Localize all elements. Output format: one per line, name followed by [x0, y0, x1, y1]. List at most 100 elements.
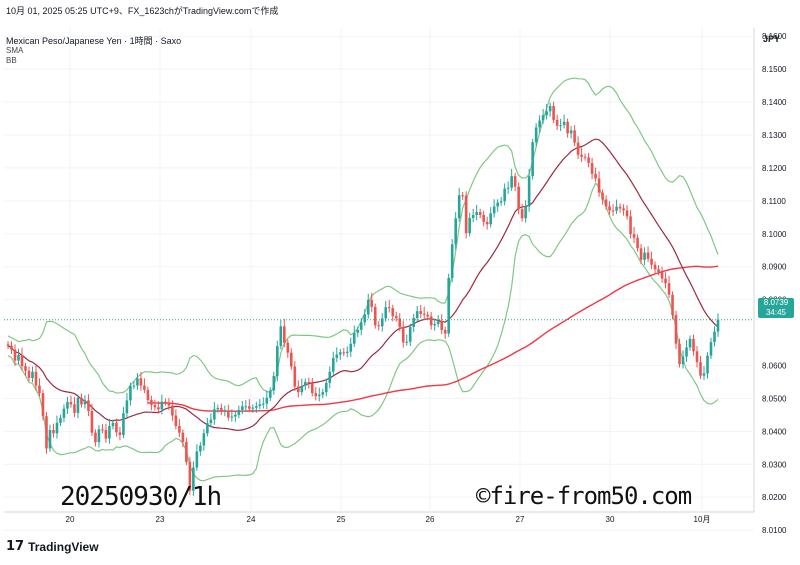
x-tick-label: 26	[426, 515, 435, 524]
candle-body	[706, 355, 709, 374]
candle-body	[611, 210, 615, 212]
candle-body	[317, 394, 321, 397]
candle-body	[678, 343, 681, 365]
candle-body	[122, 413, 125, 435]
candle-body	[370, 299, 374, 307]
candle-body	[576, 142, 580, 155]
candle-body	[433, 323, 436, 326]
candle-body	[76, 397, 80, 413]
candle-body	[129, 385, 132, 401]
candle-body	[513, 176, 517, 187]
x-tick-label: 30	[606, 515, 615, 524]
y-tick-label: 8.1500	[762, 65, 787, 74]
candle-body	[307, 381, 311, 384]
candle-body	[681, 356, 685, 365]
y-tick-label: 8.0400	[762, 427, 787, 436]
candle-body	[531, 142, 534, 177]
candle-body	[345, 351, 349, 353]
candle-body	[69, 402, 73, 405]
candle-body	[363, 314, 367, 323]
candle-body	[674, 315, 678, 344]
bb-upper-band	[7, 77, 719, 394]
candle-body	[230, 416, 234, 418]
indicator-sma-label[interactable]: SMA	[6, 46, 24, 55]
y-tick-label: 8.0900	[762, 263, 787, 272]
candle-body	[111, 422, 115, 427]
candle-body	[401, 326, 405, 343]
symbol-title[interactable]: Mexican Peso/Japanese Yen · 1時間 · Saxo	[6, 36, 182, 46]
candle-body	[108, 426, 111, 439]
candle-body	[202, 433, 206, 446]
candle-body	[583, 156, 587, 158]
candle-body	[94, 432, 97, 443]
candle-body	[643, 252, 646, 260]
candle-body	[342, 352, 346, 354]
candle-body	[13, 349, 17, 361]
candle-body	[237, 409, 241, 415]
candle-body	[615, 206, 618, 211]
candle-body	[450, 244, 454, 278]
candle-body	[255, 405, 258, 408]
candle-body	[667, 283, 671, 295]
candle-body	[471, 215, 475, 218]
candle-body	[650, 258, 653, 265]
candle-body	[587, 157, 590, 163]
candle-body	[132, 385, 136, 387]
candle-body	[492, 206, 496, 214]
x-tick-label: 27	[516, 515, 525, 524]
y-tick-label: 8.1200	[762, 164, 787, 173]
x-tick-label: 24	[247, 515, 256, 524]
candle-body	[408, 326, 412, 342]
candle-body	[272, 376, 276, 391]
candle-body	[115, 422, 118, 433]
candle-body	[195, 451, 199, 468]
last-price-badge: 8.0739 34:45	[758, 298, 794, 318]
candle-body	[216, 407, 220, 410]
candle-body	[331, 357, 335, 372]
currency-label: JPY	[762, 34, 780, 44]
candle-body	[352, 332, 356, 344]
candle-body	[244, 406, 248, 408]
candle-body	[468, 217, 471, 234]
candle-body	[485, 221, 489, 225]
candle-body	[104, 430, 108, 439]
y-tick-label: 8.0600	[762, 361, 787, 370]
candle-body	[387, 307, 391, 309]
candle-body	[447, 277, 450, 334]
candle-body	[146, 389, 150, 401]
candle-body	[622, 208, 625, 211]
y-tick-label: 8.1400	[762, 98, 787, 107]
candle-body	[671, 294, 674, 316]
candle-body	[548, 106, 552, 112]
candle-body	[73, 404, 76, 413]
tradingview-brand: TradingView	[28, 539, 99, 554]
candle-body	[419, 311, 423, 314]
candle-body	[209, 419, 213, 424]
candle-body	[66, 402, 69, 409]
candle-body	[6, 344, 10, 346]
candle-body	[290, 352, 293, 367]
candle-body	[349, 343, 353, 352]
tradingview-logo[interactable]: 17 TradingView	[6, 539, 99, 554]
candle-body	[241, 406, 244, 410]
candle-body	[590, 162, 594, 174]
candle-body	[279, 326, 283, 347]
candle-body	[520, 209, 524, 219]
candle-body	[436, 321, 440, 324]
candle-body	[59, 417, 62, 423]
candle-body	[597, 178, 601, 193]
candle-body	[412, 318, 416, 327]
candle-body	[118, 432, 122, 435]
candle-body	[405, 341, 409, 343]
candle-body	[157, 407, 160, 410]
candle-body	[251, 407, 255, 409]
indicator-bb-label[interactable]: BB	[6, 56, 17, 65]
candle-body	[415, 311, 419, 319]
candle-body	[328, 371, 332, 383]
x-tick-label: 25	[337, 515, 346, 524]
candle-body	[52, 430, 55, 434]
candle-body	[555, 119, 559, 126]
candle-body	[569, 130, 573, 134]
candle-body	[685, 347, 688, 357]
